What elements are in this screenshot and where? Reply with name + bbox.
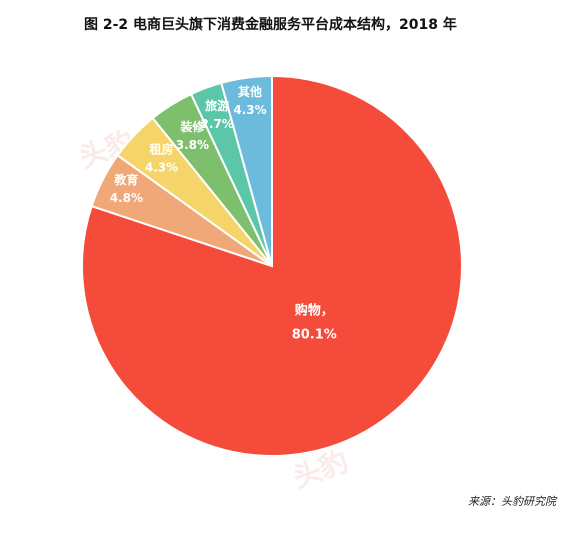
slice-label: 其他 <box>238 84 262 99</box>
slice-value-label: 2.7% <box>201 117 234 131</box>
slice-value-label: 3.8% <box>176 138 209 152</box>
slice-value-label: 80.1% <box>292 328 337 343</box>
slice-value-label: 4.3% <box>233 103 266 117</box>
source-note: 来源：头豹研究院 <box>468 495 556 508</box>
pie-slice-6 <box>220 74 273 267</box>
slice-value-label: 4.8% <box>110 191 143 205</box>
slice-label: 旅游 <box>205 98 229 113</box>
slice-label: 租房 <box>150 142 174 157</box>
slice-label: 购物， <box>295 303 334 319</box>
slice-label: 装修 <box>179 119 205 134</box>
pie-labels: 购物， 80.1% 教育 4.8% 租房 4.3% 装修 3.8% 旅游 2.7% 其他 4.3% <box>110 84 337 342</box>
pie-slices <box>81 74 463 457</box>
slice-label: 教育 <box>113 172 138 187</box>
slice-value-label: 4.3% <box>145 161 178 175</box>
chart-title: 图 2-2 电商巨头旗下消费金融服务平台成本结构，2018 年 <box>84 17 457 33</box>
